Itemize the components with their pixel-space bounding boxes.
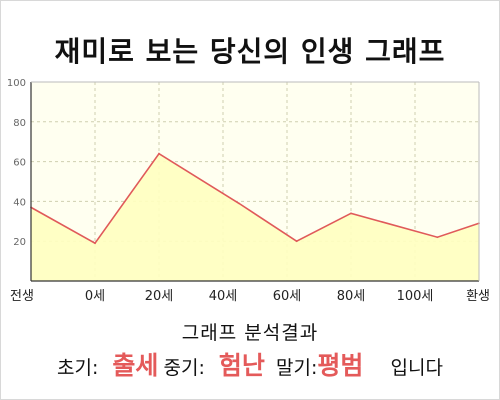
y-tick-label: 80 — [13, 118, 26, 129]
late-label: 말기: — [276, 357, 318, 379]
life-graph-chart: 20 40 60 80 100 전생 0세 20세 40세 60세 80세 100세 환생 — [7, 78, 490, 304]
y-tick-label: 20 — [13, 237, 26, 248]
data-point — [94, 242, 96, 245]
x-tick-label: 40세 — [209, 289, 238, 304]
x-tick-label: 20세 — [145, 289, 174, 304]
series-area — [31, 153, 479, 281]
data-point — [350, 212, 352, 215]
x-tick-label: 전생 — [10, 289, 34, 304]
series-line — [30, 152, 480, 245]
data-point — [295, 240, 298, 243]
y-tick-label: 60 — [13, 158, 26, 169]
x-tick-label: 0세 — [85, 289, 105, 304]
result-summary: 초기: 출세 중기: 험난 말기:평범 입니다 — [0, 346, 500, 380]
x-tick-label: 환생 — [466, 289, 490, 304]
page-title: 재미로 보는 당신의 인생 그래프 — [54, 35, 446, 68]
middle-label: 중기: — [163, 357, 205, 379]
data-point — [436, 236, 439, 239]
data-point — [158, 152, 160, 155]
x-tick-label: 60세 — [273, 289, 302, 304]
y-tick-label: 100 — [7, 78, 26, 89]
result-suffix: 입니다 — [390, 357, 443, 379]
data-point — [238, 202, 240, 205]
early-value: 출세 — [112, 351, 159, 380]
result-heading: 그래프 분석결과 — [181, 322, 319, 344]
x-tick-label: 100세 — [397, 289, 434, 304]
late-value: 평범 — [317, 351, 364, 380]
y-tick-label: 40 — [13, 197, 26, 208]
middle-value: 험난 — [218, 351, 265, 380]
x-tick-label: 80세 — [337, 289, 366, 304]
early-label: 초기: — [57, 357, 99, 379]
